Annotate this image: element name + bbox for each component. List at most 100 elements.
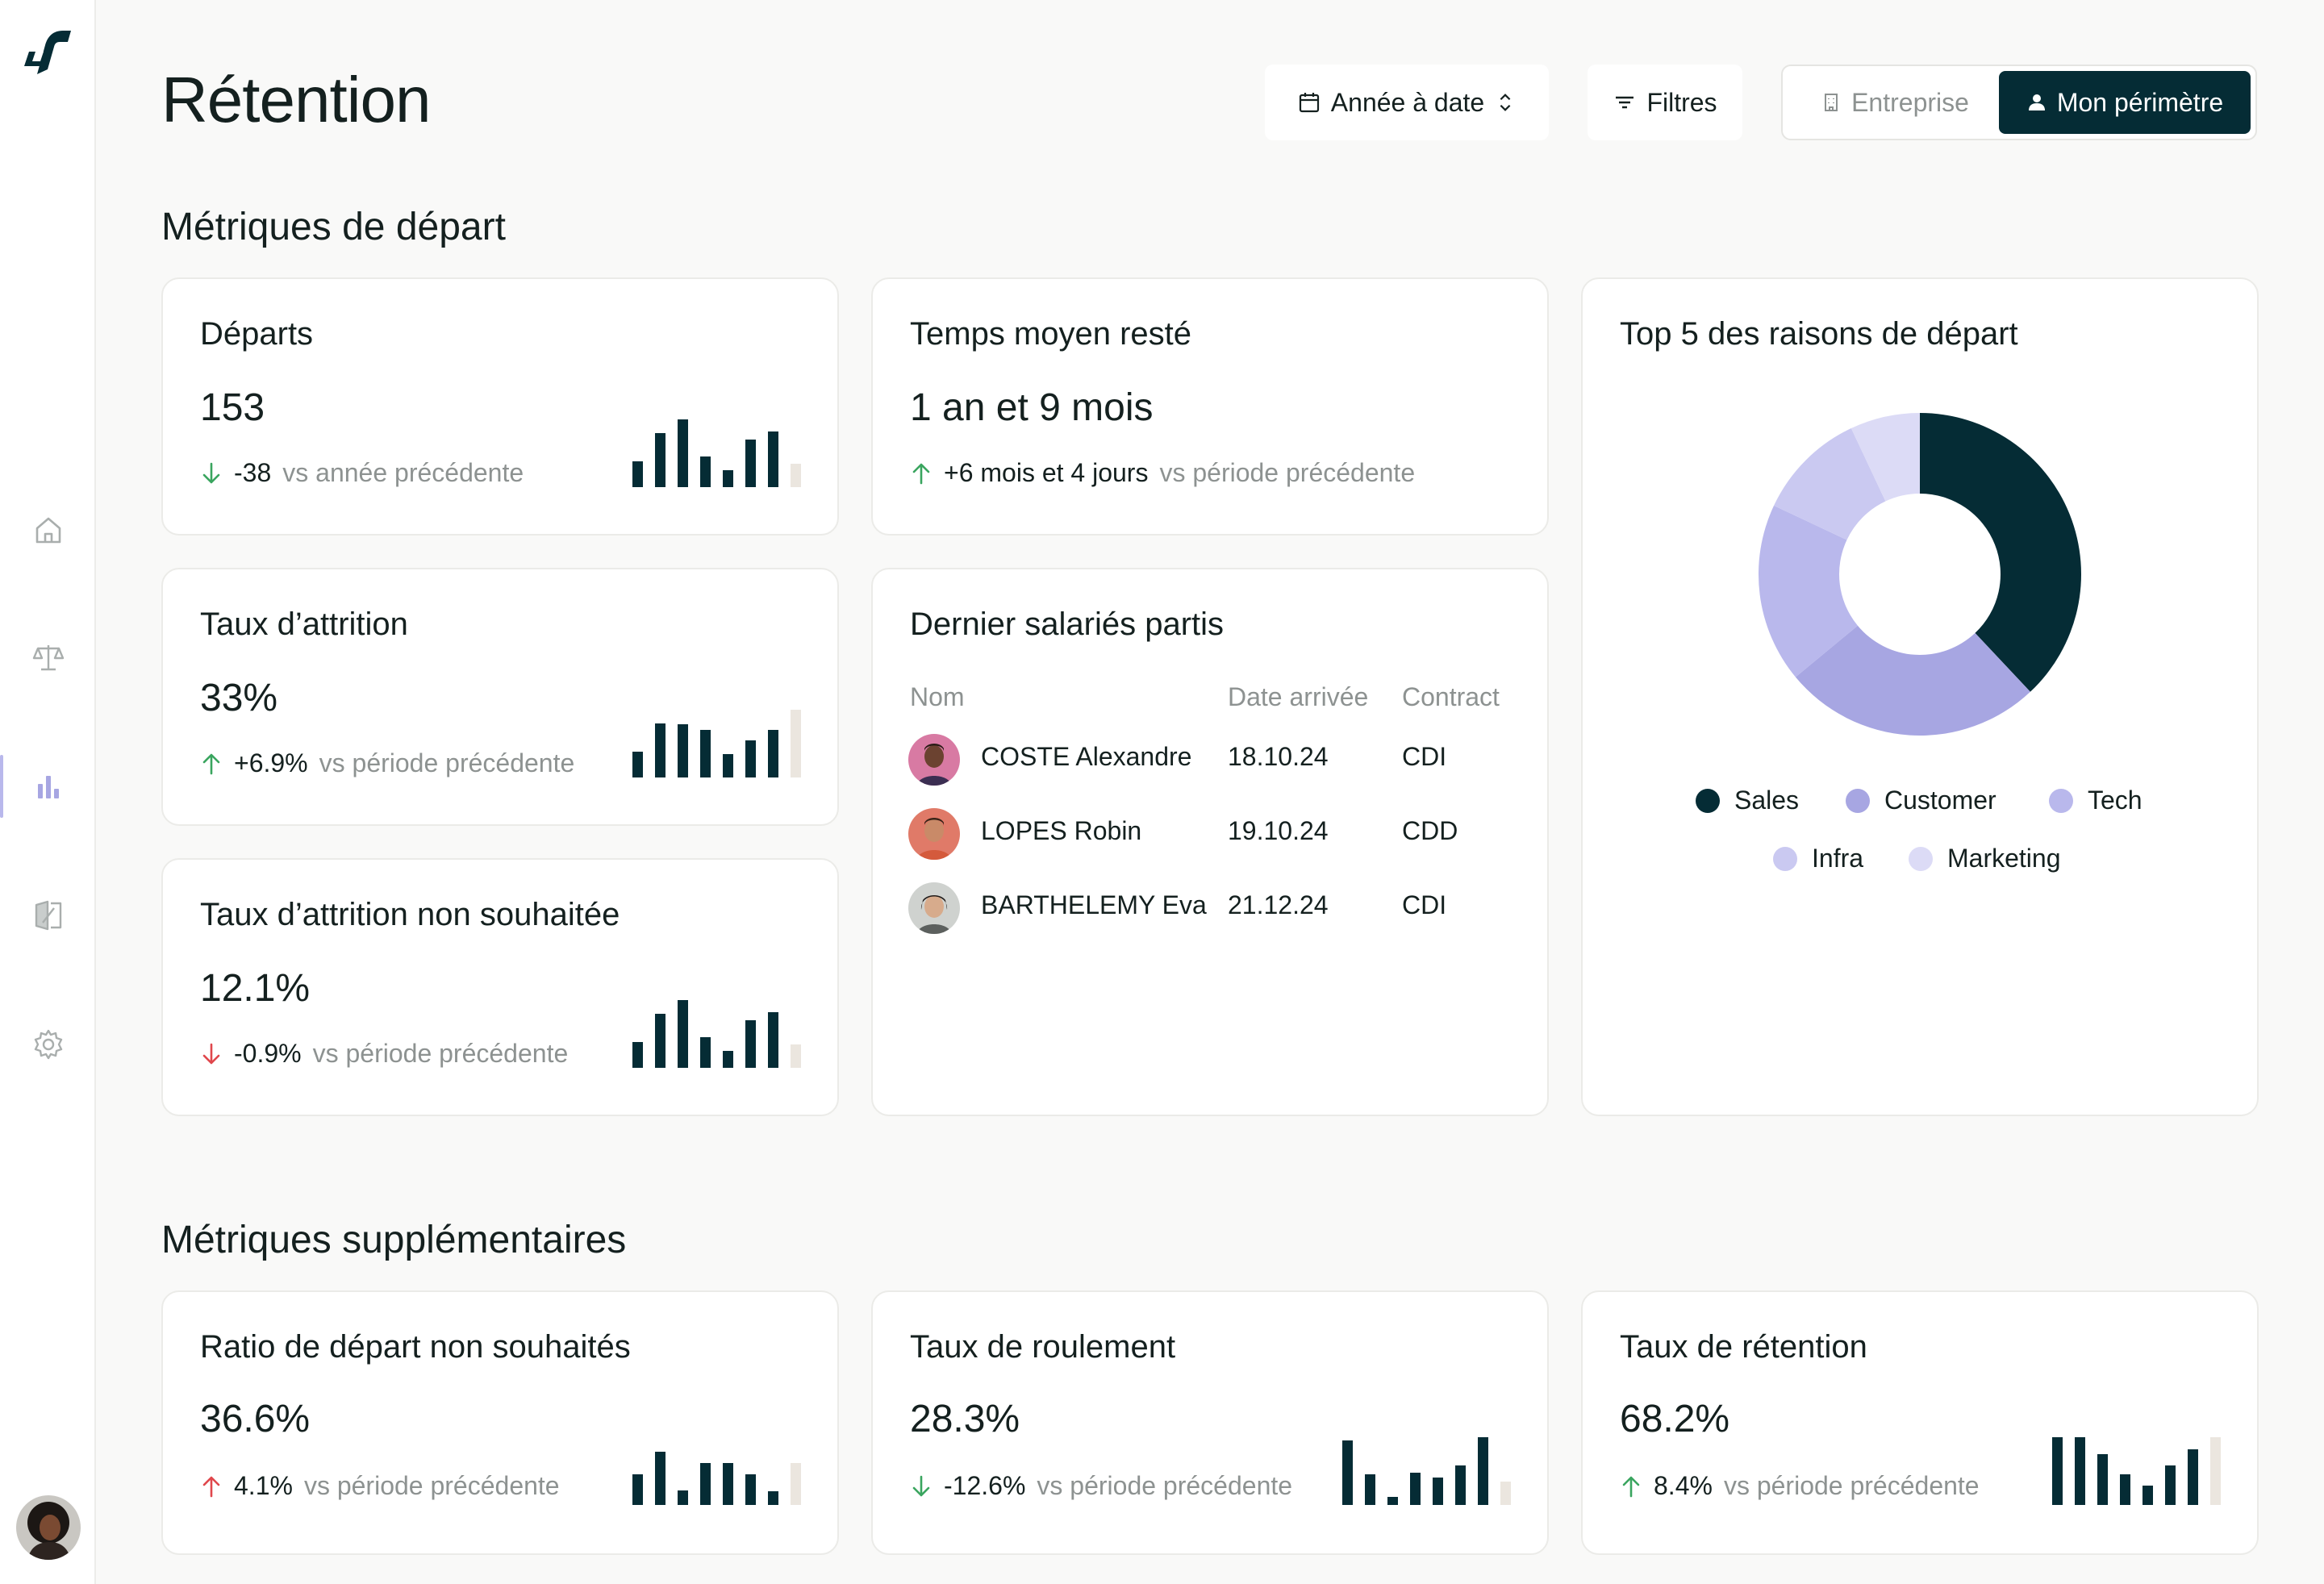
card-attrition[interactable]: Taux d’attrition 33% +6.9% vs période pr…	[161, 568, 839, 826]
delta-label: vs année précédente	[282, 458, 524, 487]
spark-bar	[745, 1020, 756, 1068]
app-logo-icon[interactable]	[21, 21, 76, 77]
card-recent-departures[interactable]: Dernier salariés partis Nom Date arrivée…	[871, 568, 1549, 1116]
filter-icon	[1616, 96, 1634, 109]
filters-label: Filtres	[1646, 87, 1717, 117]
delta-label: vs période précédente	[303, 1471, 560, 1500]
spark-bar	[700, 1463, 711, 1505]
delta-value: 8.4%	[1654, 1471, 1713, 1500]
card-title: Taux d’attrition	[200, 607, 408, 642]
home-icon	[35, 517, 60, 544]
calendar-icon	[1299, 93, 1319, 113]
nav-settings[interactable]	[0, 1008, 96, 1081]
spark-bar	[723, 1051, 733, 1068]
card-retention-rate[interactable]: Taux de rétention 68.2% 8.4% vs période …	[1581, 1290, 2259, 1555]
delta-value: +6.9%	[234, 748, 308, 777]
user-avatar-image	[16, 1495, 81, 1560]
sparkline	[2052, 1437, 2223, 1505]
date-range-select[interactable]: Année à date	[1265, 65, 1549, 140]
spark-bar	[655, 1452, 665, 1505]
card-turnover[interactable]: Taux de roulement 28.3% -12.6% vs périod…	[871, 1290, 1549, 1555]
spark-bar	[1478, 1437, 1488, 1505]
donut-slice-infra[interactable]	[1774, 428, 1886, 540]
donut-slice-customer[interactable]	[1795, 625, 2030, 736]
arrow-down-icon	[912, 1475, 930, 1496]
spark-bar	[1342, 1440, 1353, 1505]
card-title: Départs	[200, 316, 314, 352]
spark-bar	[723, 470, 733, 487]
card-value: 1 an et 9 mois	[910, 386, 1154, 429]
sparkline	[1342, 1437, 1513, 1505]
delta-label: vs période précédente	[319, 748, 575, 777]
legend-item-sales: Sales	[1696, 786, 1799, 815]
donut-slice-marketing[interactable]	[1850, 413, 1920, 502]
card-value: 36.6%	[200, 1398, 311, 1440]
card-delta: 4.1% vs période précédente	[200, 1471, 560, 1501]
column-header-contract: Contract	[1402, 682, 1500, 711]
nav-home[interactable]	[0, 494, 96, 566]
spark-bar	[768, 1491, 778, 1505]
card-title: Temps moyen resté	[910, 316, 1192, 352]
spark-bar	[768, 730, 778, 777]
scope-enterprise-option[interactable]: Entreprise	[1791, 71, 1999, 134]
bar-chart-icon	[37, 776, 59, 798]
employee-avatar	[908, 808, 960, 860]
legend-dot	[1846, 788, 1870, 813]
spark-bar	[745, 740, 756, 777]
legend-label: Tech	[2088, 786, 2143, 815]
page-title: Rétention	[161, 64, 431, 135]
user-avatar[interactable]	[16, 1495, 81, 1560]
chevron-up-down-icon	[1500, 94, 1511, 111]
spark-bar	[791, 710, 801, 777]
arrow-up-icon	[202, 1476, 220, 1497]
delta-label: vs période précédente	[1159, 458, 1416, 487]
card-title: Ratio de départ non souhaités	[200, 1329, 631, 1365]
sparkline	[632, 1437, 803, 1505]
arrow-up-icon	[202, 753, 220, 774]
nav-documents[interactable]	[0, 879, 96, 952]
card-value: 153	[200, 386, 265, 429]
card-delta: -0.9% vs période précédente	[200, 1039, 568, 1069]
legend-label: Customer	[1884, 786, 1996, 815]
card-departs[interactable]: Départs 153 -38 vs année précédente	[161, 277, 839, 536]
spark-bar	[791, 464, 801, 487]
card-tenure[interactable]: Temps moyen resté 1 an et 9 mois +6 mois…	[871, 277, 1549, 536]
filters-button[interactable]: Filtres	[1588, 65, 1742, 140]
spark-bar	[1365, 1474, 1375, 1505]
scope-mine-label: Mon périmètre	[2056, 87, 2224, 117]
card-unwanted-ratio[interactable]: Ratio de départ non souhaités 36.6% 4.1%…	[161, 1290, 839, 1555]
legend-dot	[1696, 788, 1720, 813]
card-value: 28.3%	[910, 1398, 1020, 1440]
nav-analytics[interactable]	[0, 750, 96, 823]
delta-label: vs période précédente	[312, 1039, 569, 1068]
legend-dot	[2049, 788, 2073, 813]
card-top5-reasons[interactable]: Top 5 des raisons de départ Sales Custome…	[1581, 277, 2259, 1116]
card-delta: +6 mois et 4 jours vs période précédente	[910, 458, 1415, 488]
section-title-additional: Métriques supplémentaires	[161, 1219, 627, 1261]
card-value: 68.2%	[1620, 1398, 1730, 1440]
spark-bar	[723, 754, 733, 777]
delta-value: -0.9%	[234, 1039, 302, 1068]
spark-bar	[2188, 1449, 2198, 1505]
spark-bar	[2097, 1454, 2108, 1505]
column-header-date: Date arrivée	[1228, 682, 1369, 711]
spark-bar	[2165, 1465, 2176, 1505]
card-delta: -12.6% vs période précédente	[910, 1471, 1292, 1501]
card-delta: +6.9% vs période précédente	[200, 748, 574, 778]
legend-dot	[1909, 846, 1933, 871]
card-unwanted-attrition[interactable]: Taux d’attrition non souhaitée 12.1% -0.…	[161, 858, 839, 1116]
scope-mine-option[interactable]: Mon périmètre	[1999, 71, 2251, 134]
employee-avatar	[908, 882, 960, 934]
spark-bar	[1455, 1465, 1466, 1505]
spark-bar	[791, 1463, 801, 1505]
nav-balance[interactable]	[0, 621, 96, 694]
employee-contract: CDD	[1402, 816, 1458, 845]
spark-bar	[745, 440, 756, 487]
spark-bar	[2143, 1486, 2153, 1505]
legend-label: Sales	[1734, 786, 1800, 815]
donut-slice-tech[interactable]	[1759, 505, 1858, 677]
donut-slice-sales[interactable]	[1920, 413, 2081, 692]
spark-bar	[1500, 1482, 1511, 1505]
legend-dot	[1773, 846, 1797, 871]
delta-value: -38	[234, 458, 272, 487]
